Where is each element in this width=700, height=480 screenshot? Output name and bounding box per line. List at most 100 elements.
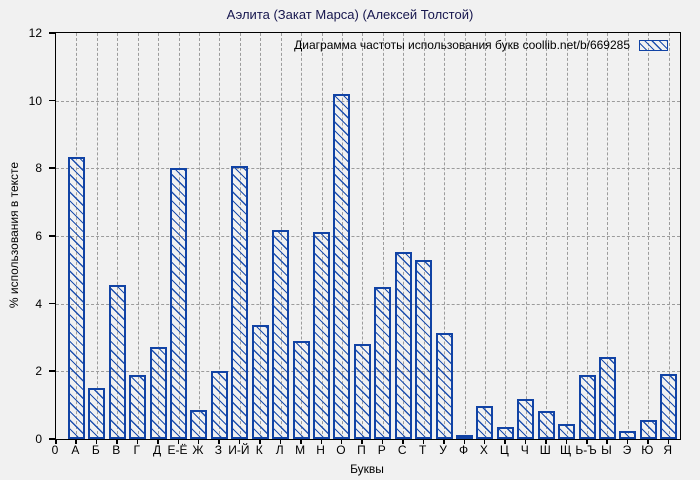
x-tick-label: Ж [192, 443, 204, 457]
v-gridline [444, 33, 446, 439]
bar-Л [272, 229, 290, 439]
v-gridline [219, 33, 221, 439]
x-tick-label: Н [316, 443, 325, 457]
x-tick-label: Ы [601, 443, 612, 457]
x-tick-label: И-Й [228, 443, 250, 457]
v-gridline [382, 33, 384, 439]
x-tick-mark [116, 439, 118, 444]
bar-Г [129, 374, 147, 439]
y-tick-label: 0 [35, 432, 42, 446]
x-tick-mark [75, 439, 77, 444]
legend: Диаграмма частоты использования букв coo… [294, 38, 668, 52]
x-tick-label: О [336, 443, 346, 457]
x-tick-mark [95, 439, 98, 444]
y-tick-mark [49, 235, 55, 237]
h-gridline [56, 303, 680, 305]
x-tick-label: Ш [539, 443, 551, 457]
x-tick-label: З [214, 443, 223, 457]
x-tick-label: Х [479, 443, 488, 457]
y-tick-mark [49, 167, 55, 169]
x-tick-label: В [112, 443, 121, 457]
y-tick-label: 2 [35, 364, 42, 379]
x-tick-label: М [295, 443, 306, 457]
y-tick-label: 12 [28, 26, 42, 40]
x-tick-mark [565, 439, 568, 444]
x-tick-label: Ч [520, 443, 529, 457]
x-tick-mark [55, 439, 57, 444]
x-tick-mark [177, 439, 180, 444]
y-tick-label: 4 [35, 296, 42, 311]
legend-label: Диаграмма частоты использования букв coo… [294, 38, 630, 52]
bar-У [435, 332, 453, 439]
x-tick-mark [545, 439, 547, 444]
v-gridline [484, 33, 486, 439]
x-tick-label: К [255, 443, 263, 457]
bar-К [251, 324, 269, 439]
bar-Ш [537, 410, 555, 439]
bar-Д [149, 346, 167, 439]
y-tick-mark [49, 302, 55, 305]
v-gridline [648, 33, 650, 439]
v-gridline [158, 33, 160, 439]
bar-Ц [496, 426, 514, 439]
x-tick-label: Г [133, 443, 140, 457]
v-gridline [198, 33, 200, 439]
bar-А [67, 156, 85, 439]
v-gridline [607, 33, 609, 439]
y-tick-label: 10 [28, 93, 42, 108]
bar-Х [476, 405, 494, 439]
bar-М [292, 340, 310, 439]
x-tick-label: Ц [499, 443, 509, 457]
y-tick-label: 6 [35, 229, 42, 243]
chart-title: Аэлита (Закат Марса) (Алексей Толстой) [226, 7, 474, 22]
v-gridline [423, 33, 425, 439]
x-tick-mark [279, 439, 282, 444]
bar-Е-Ё [170, 168, 188, 439]
bar-Я [660, 373, 678, 439]
x-tick-label: Р [377, 443, 386, 457]
x-tick-mark [340, 439, 343, 444]
v-gridline [362, 33, 364, 439]
x-tick-mark [483, 439, 486, 444]
x-axis-label: Буквы [350, 462, 384, 476]
bar-Р [374, 287, 392, 439]
y-tick-label: 8 [35, 161, 42, 176]
legend-swatch [639, 39, 668, 51]
x-tick-mark [667, 439, 670, 444]
x-tick-label: Ф [458, 443, 469, 457]
bar-З [210, 371, 228, 439]
x-tick-label: П [357, 443, 366, 457]
bar-Б [88, 387, 106, 439]
x-tick-mark [443, 439, 445, 444]
x-tick-mark [626, 439, 629, 444]
h-gridline [56, 100, 680, 102]
x-tick-mark [300, 439, 302, 444]
bar-Ы [598, 356, 616, 439]
x-tick-mark [157, 439, 159, 444]
x-tick-label: 0 [51, 443, 59, 457]
v-gridline [525, 33, 527, 439]
x-tick-label: Э [622, 443, 632, 457]
bar-О [333, 93, 351, 439]
bar-В [108, 285, 126, 439]
x-tick-mark [402, 439, 404, 444]
x-tick-label: А [71, 443, 80, 457]
x-tick-label: Д [153, 443, 162, 457]
x-tick-mark [238, 439, 241, 444]
bar-Ж [190, 410, 208, 439]
x-tick-label: Ю [641, 443, 654, 457]
bar-П [353, 344, 371, 439]
x-tick-mark [524, 439, 527, 444]
x-tick-mark [422, 439, 425, 444]
x-tick-mark [197, 439, 200, 444]
h-gridline [56, 236, 680, 237]
x-tick-label: Я [663, 443, 673, 457]
x-tick-mark [218, 439, 220, 444]
bar-И-Й [231, 165, 249, 439]
x-tick-mark [136, 439, 139, 444]
bar-Э [619, 430, 637, 439]
v-gridline [301, 33, 303, 439]
x-tick-mark [361, 439, 363, 444]
h-gridline [56, 168, 680, 170]
